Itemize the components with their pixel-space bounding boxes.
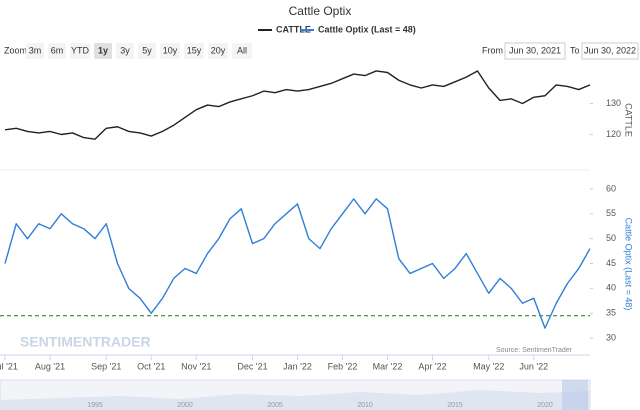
to-label: To (570, 45, 580, 55)
from-value: Jun 30, 2021 (509, 45, 561, 55)
zoom-button[interactable] (184, 43, 204, 59)
x-tick-label: Nov '21 (181, 361, 211, 371)
series-line (4, 198, 591, 329)
zoom-label: Zoom (4, 45, 27, 55)
y-tick-label: 120 (606, 129, 621, 139)
navigator-selection[interactable] (562, 380, 588, 410)
zoom-button[interactable] (208, 43, 228, 59)
zoom-button-label[interactable]: 20y (211, 45, 226, 55)
y-tick-label: 130 (606, 98, 621, 108)
navigator-label: 2020 (537, 402, 553, 409)
x-tick-label: Aug '21 (35, 361, 65, 371)
zoom-button-label[interactable]: 10y (163, 45, 178, 55)
y2-tick-label: 30 (606, 332, 616, 342)
zoom-button-label[interactable]: 1y (98, 45, 108, 55)
zoom-button[interactable] (116, 43, 134, 59)
x-tick-label: Sep '21 (91, 361, 121, 371)
zoom-button[interactable] (70, 43, 90, 59)
zoom-button[interactable] (160, 43, 180, 59)
y2-tick-label: 35 (606, 308, 616, 318)
y2-tick-label: 55 (606, 208, 616, 218)
zoom-button[interactable] (26, 43, 44, 59)
zoom-button-label[interactable]: All (237, 45, 247, 55)
y2-tick-label: 50 (606, 233, 616, 243)
navigator-label: 1995 (87, 402, 103, 409)
zoom-button[interactable] (138, 43, 156, 59)
navigator-label: 2000 (177, 402, 193, 409)
zoom-button-label[interactable]: 3y (120, 45, 130, 55)
legend-label[interactable]: CATTLE (276, 24, 311, 34)
y2-tick-label: 60 (606, 183, 616, 193)
x-tick-label: Feb '22 (328, 361, 358, 371)
watermark: SENTIMENTRADER (20, 334, 151, 350)
from-input[interactable] (504, 42, 566, 60)
navigator-label: 2010 (357, 402, 373, 409)
zoom-button[interactable] (232, 43, 252, 59)
legend-label[interactable]: Cattle Optix (Last = 48) (318, 24, 416, 34)
x-tick-label: Jan '22 (283, 361, 312, 371)
chart-title: Cattle Optix (289, 4, 352, 18)
zoom-button-label[interactable]: 15y (187, 45, 202, 55)
zoom-button-label[interactable]: 6m (51, 45, 64, 55)
x-tick-label: Mar '22 (373, 361, 403, 371)
series-line (4, 70, 591, 140)
x-tick-label: Dec '21 (237, 361, 267, 371)
to-input[interactable] (581, 42, 639, 60)
zoom-button-label[interactable]: 5y (142, 45, 152, 55)
y2-tick-label: 45 (606, 258, 616, 268)
zoom-button-label[interactable]: YTD (71, 45, 90, 55)
x-tick-label: Apr '22 (418, 361, 446, 371)
to-value: Jun 30, 2022 (584, 45, 636, 55)
zoom-button[interactable] (48, 43, 66, 59)
x-tick-label: Jul '21 (0, 361, 18, 371)
zoom-button-label[interactable]: 3m (29, 45, 42, 55)
zoom-button[interactable] (94, 43, 112, 59)
navigator-label: 2015 (447, 402, 463, 409)
source: Source: SentimenTrader (496, 347, 573, 354)
navigator-area (0, 390, 590, 410)
x-tick-label: Jun '22 (519, 361, 548, 371)
from-label: From (482, 45, 503, 55)
y-axis-title: CATTLE (624, 103, 634, 137)
y2-tick-label: 40 (606, 283, 616, 293)
x-tick-label: May '22 (473, 361, 504, 371)
navigator-label: 2005 (267, 402, 283, 409)
x-tick-label: Oct '21 (137, 361, 165, 371)
y2-axis-title: Cattle Optix (Last = 48) (624, 218, 634, 311)
